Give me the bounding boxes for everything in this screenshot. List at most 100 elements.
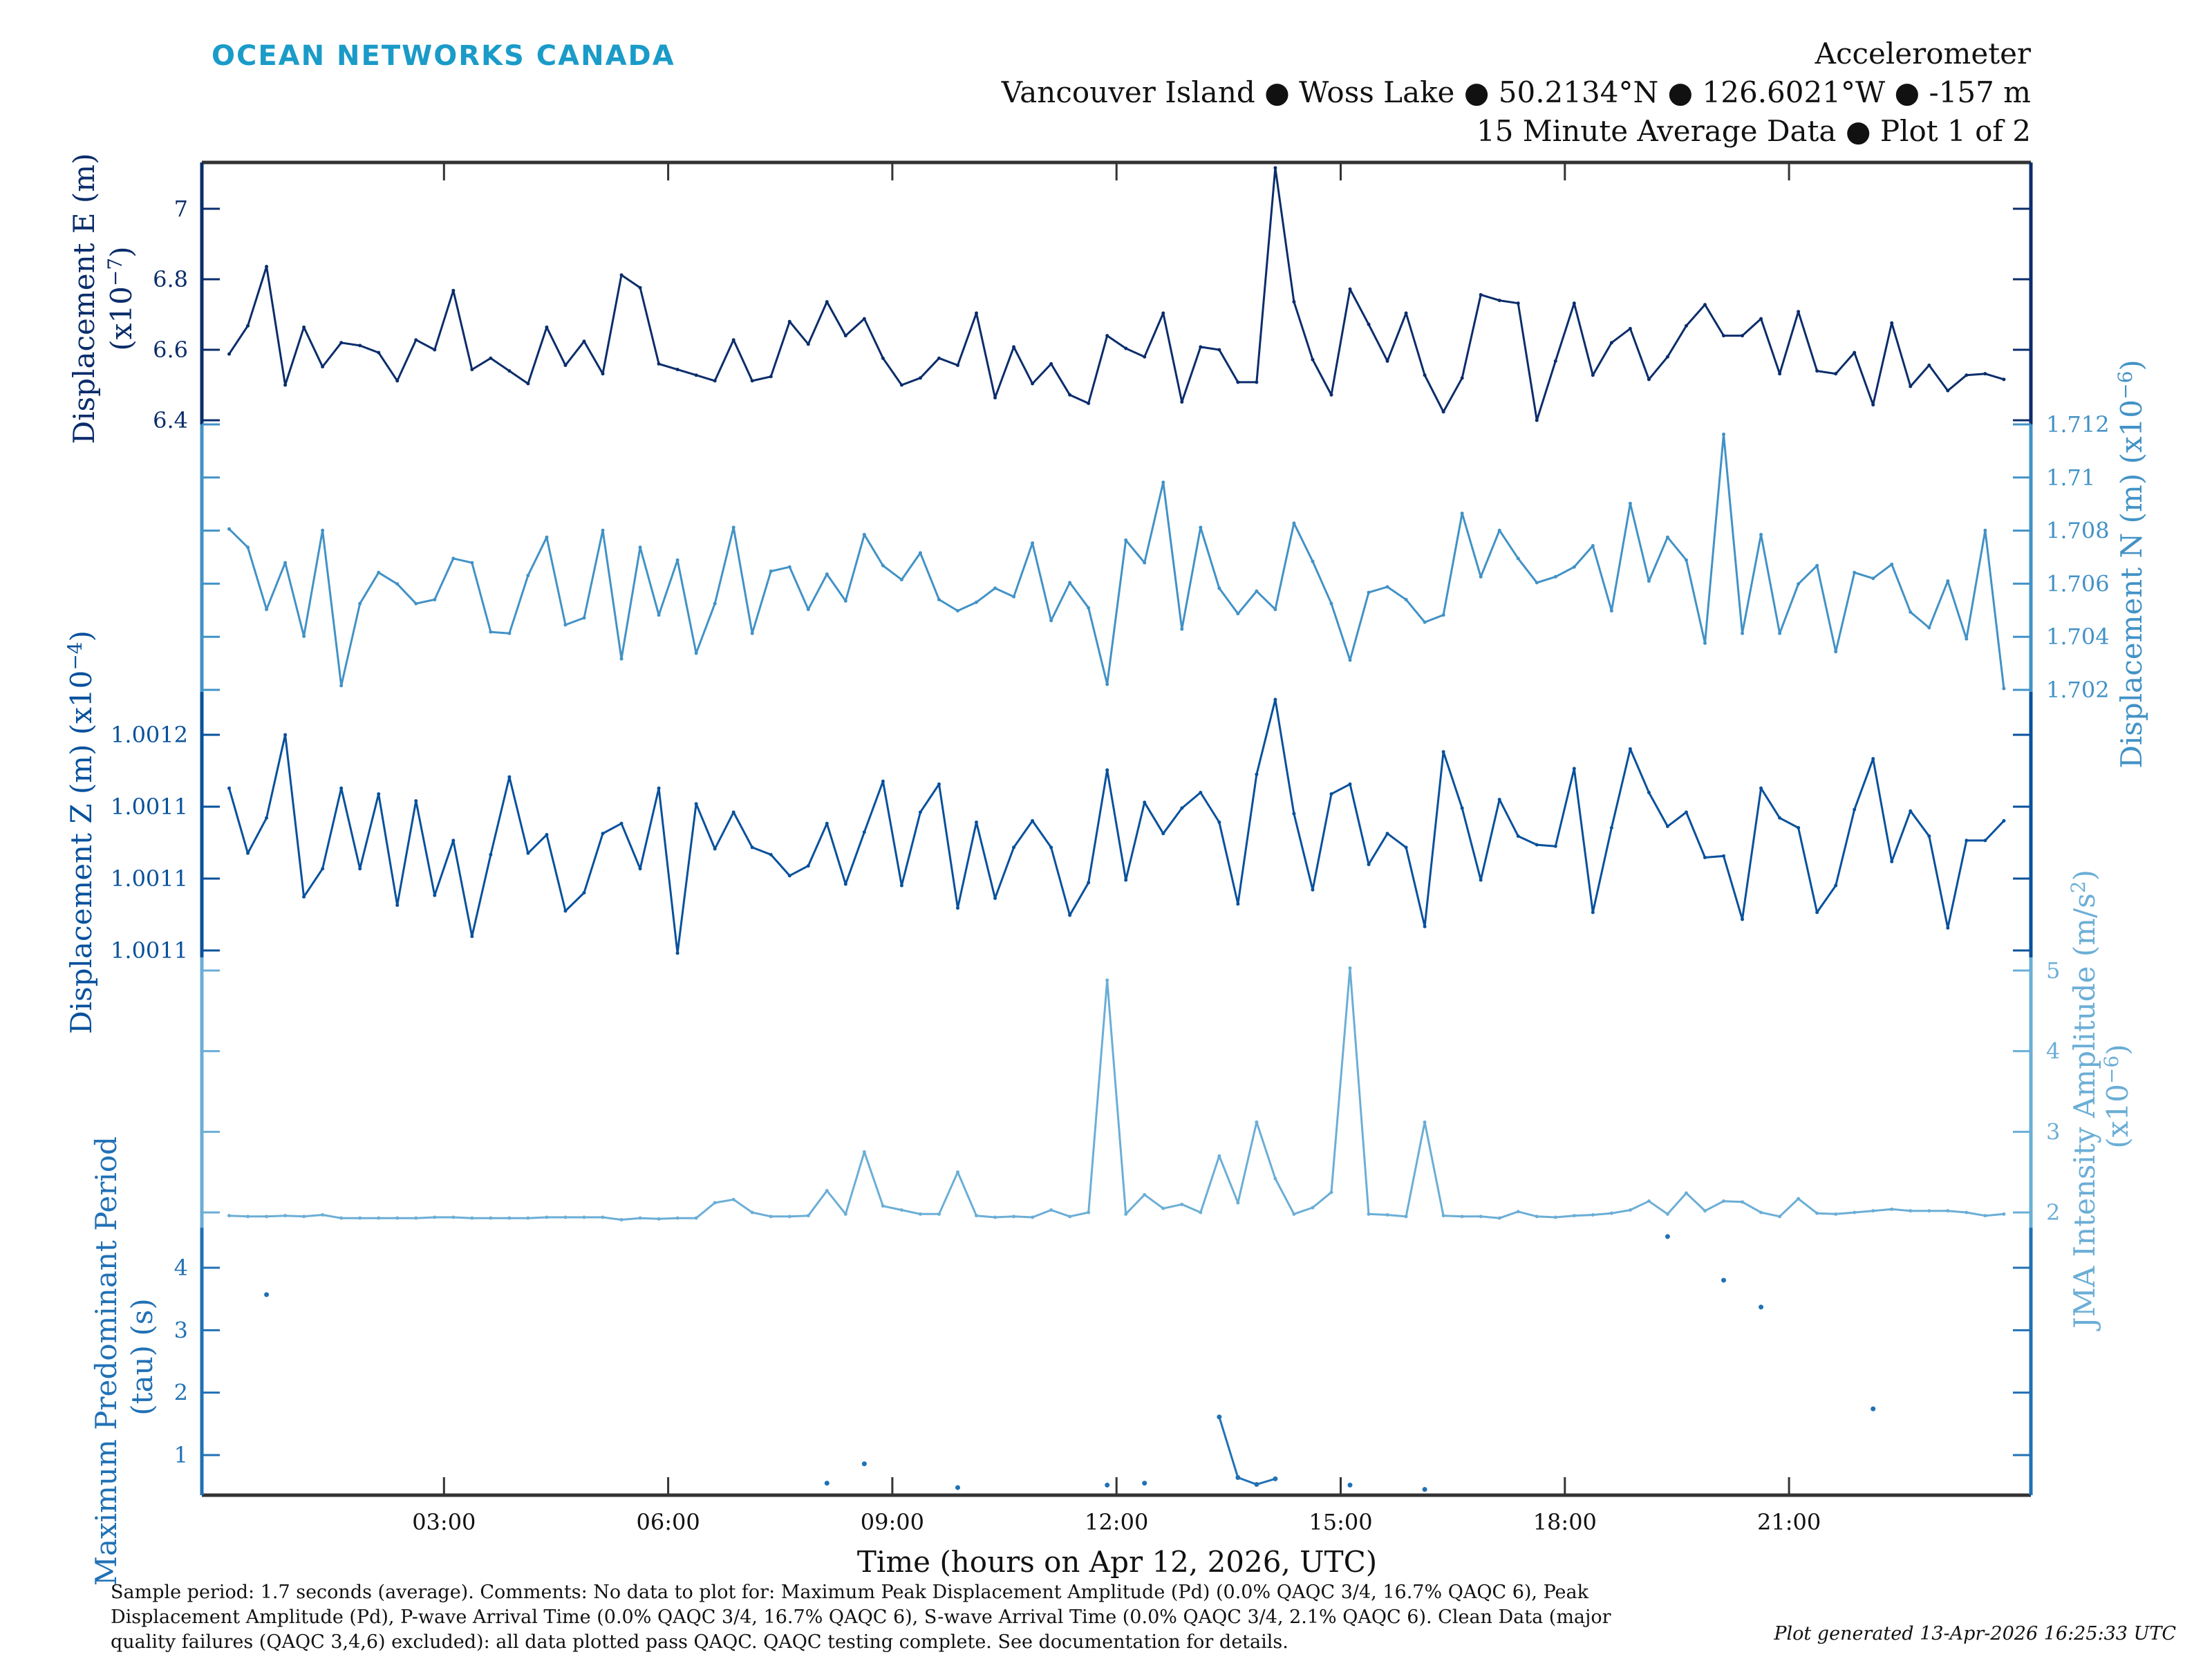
series-line-n <box>228 433 2005 689</box>
y-tick-label-z: 1.0012 <box>111 722 188 748</box>
data-point-jma <box>489 1216 493 1220</box>
data-point-e <box>1628 326 1632 330</box>
data-point-e <box>1797 310 1801 314</box>
data-point-z <box>1703 855 1707 859</box>
data-point-z <box>451 838 456 843</box>
data-point-n <box>414 601 418 606</box>
data-point-jma <box>1404 1215 1408 1219</box>
data-point-n <box>1423 620 1427 624</box>
data-point-n <box>601 528 605 532</box>
data-point-e <box>1105 334 1109 338</box>
ylabel-jma: JMA Intensity Amplitude (m/s2) (x10−6) <box>2067 870 2135 1331</box>
data-point-jma <box>1180 1202 1184 1206</box>
data-point-e <box>1553 359 1557 363</box>
data-point-jma <box>862 1150 866 1154</box>
data-point-jma <box>1797 1197 1801 1201</box>
y-tick-label-e: 6.6 <box>153 337 188 363</box>
data-point-n <box>1311 559 1315 563</box>
y-tick-label-jma: 3 <box>2046 1118 2060 1145</box>
data-point-e <box>1441 410 1445 414</box>
data-point-z <box>843 882 847 886</box>
data-point-tau <box>1347 1482 1353 1488</box>
data-point-z <box>489 852 493 856</box>
data-point-z <box>601 832 605 836</box>
data-point-n <box>881 563 885 568</box>
data-point-z <box>545 833 549 837</box>
data-point-jma <box>1628 1208 1632 1212</box>
data-point-e <box>265 265 269 269</box>
data-point-e <box>638 285 642 290</box>
data-point-e <box>1385 359 1389 363</box>
y-tick-label-n: 1.708 <box>2046 518 2110 544</box>
data-point-z <box>2002 818 2006 823</box>
data-point-n <box>1161 480 1165 485</box>
data-point-jma <box>1516 1210 1520 1214</box>
data-point-z <box>806 864 810 868</box>
data-point-z <box>1479 878 1483 882</box>
data-point-n <box>302 634 306 638</box>
data-point-e <box>1180 400 1184 404</box>
data-point-n <box>1348 658 1352 662</box>
data-point-jma <box>750 1210 754 1215</box>
comment-line: Displacement Amplitude (Pd), P-wave Arri… <box>111 1606 1611 1628</box>
data-point-e <box>339 341 344 345</box>
y-tick-label-e: 6.4 <box>153 407 188 433</box>
y-tick-label-jma: 4 <box>2046 1038 2060 1065</box>
data-point-jma <box>1741 1200 1745 1204</box>
data-point-e <box>1853 350 1857 355</box>
data-point-z <box>1797 826 1801 830</box>
data-point-z <box>433 893 437 897</box>
data-point-e <box>675 368 679 372</box>
data-point-z <box>321 867 325 871</box>
data-point-jma <box>993 1215 997 1219</box>
data-point-tau <box>1273 1476 1278 1481</box>
ylabel-n: Displacement N (m) (x10−6) <box>2114 359 2148 769</box>
data-point-z <box>1348 782 1352 786</box>
data-point-jma <box>937 1212 941 1216</box>
data-point-jma <box>1367 1212 1371 1216</box>
data-point-jma <box>1722 1199 1726 1203</box>
data-point-e <box>1049 362 1053 366</box>
data-point-jma <box>1946 1209 1950 1213</box>
data-point-n <box>1479 574 1483 579</box>
data-point-e <box>1759 317 1763 321</box>
data-point-n <box>1684 558 1688 562</box>
data-point-n <box>563 623 568 627</box>
data-point-n <box>899 578 903 582</box>
data-point-n <box>750 631 754 635</box>
y-tick-label-z: 1.0011 <box>111 865 188 892</box>
data-point-n <box>1797 582 1801 586</box>
data-point-z <box>1983 838 1987 843</box>
data-point-e <box>1946 388 1950 393</box>
data-point-jma <box>283 1214 288 1218</box>
data-point-jma <box>601 1215 605 1219</box>
data-point-z <box>1329 792 1333 796</box>
data-point-jma <box>433 1215 437 1219</box>
series-line-z <box>228 698 2005 955</box>
data-point-jma <box>1609 1211 1613 1215</box>
data-point-n <box>1105 682 1109 686</box>
data-point-e <box>1236 380 1240 384</box>
data-point-e <box>1404 311 1408 315</box>
data-point-e <box>1871 403 1875 407</box>
data-point-e <box>526 382 530 386</box>
data-point-jma <box>787 1215 791 1219</box>
data-point-n <box>1012 594 1016 599</box>
data-point-e <box>619 273 624 277</box>
data-point-n <box>1759 532 1763 536</box>
data-point-e <box>582 339 586 344</box>
data-point-e <box>227 352 232 356</box>
data-point-e <box>433 348 437 352</box>
data-point-z <box>657 786 661 790</box>
data-point-e <box>1124 346 1128 350</box>
data-point-jma <box>843 1212 847 1216</box>
data-point-n <box>1609 609 1613 613</box>
chart-axes: 03:00 06:00 09:00 12:00 15:00 18:00 21:00 6.4 6.… <box>111 160 2110 1535</box>
data-point-n <box>1890 562 1894 566</box>
data-point-z <box>1217 821 1221 825</box>
data-point-jma <box>657 1217 661 1221</box>
data-point-n <box>769 569 773 573</box>
ylabel-n-text: Displacement N (m) (x10−6) <box>2114 359 2148 769</box>
data-point-e <box>843 334 847 338</box>
